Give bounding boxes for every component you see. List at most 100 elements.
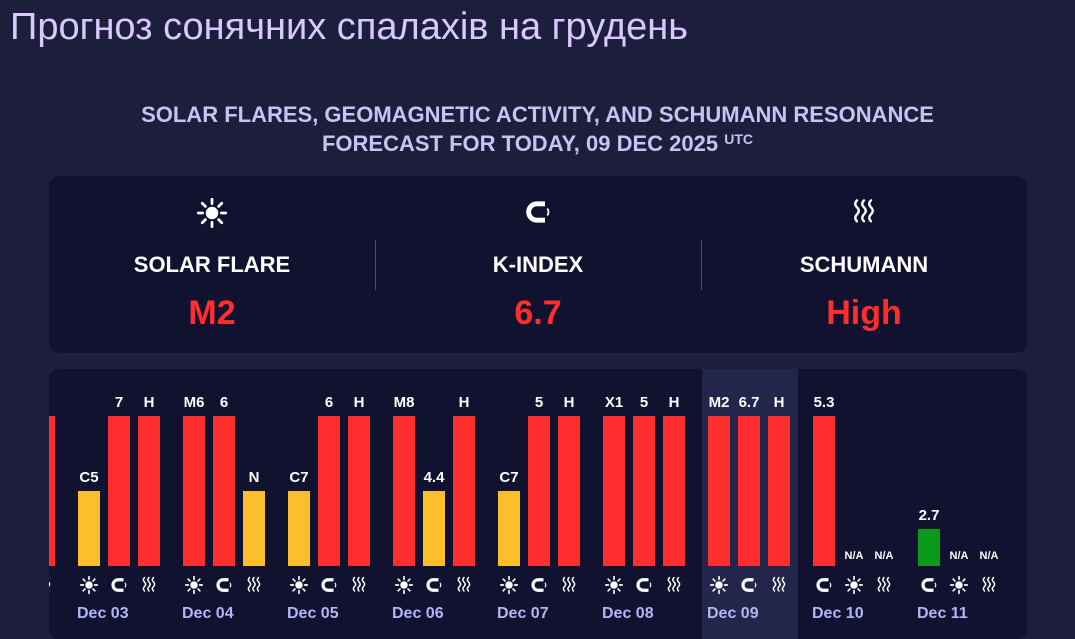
waves-icon bbox=[663, 576, 685, 594]
magnet-icon bbox=[375, 198, 701, 228]
forecast-bar-sun bbox=[393, 416, 415, 566]
waves-icon bbox=[768, 576, 790, 594]
date-label: Dec 08 bbox=[602, 605, 654, 622]
bar-value-label: 7 bbox=[114, 394, 124, 411]
forecast-bar-sun bbox=[78, 491, 100, 566]
summary-schumann: SCHUMANN High bbox=[701, 176, 1027, 353]
forecast-bar-waves bbox=[558, 416, 580, 566]
magnet-icon bbox=[918, 576, 940, 594]
summary-label: K-INDEX bbox=[492, 252, 584, 277]
forecast-subtitle: SOLAR FLARES, GEOMAGNETIC ACTIVITY, AND … bbox=[0, 100, 1075, 158]
bar-value-label: 6.7 bbox=[738, 394, 760, 411]
sun-icon bbox=[49, 198, 375, 228]
sun-icon bbox=[948, 576, 970, 594]
bar-value-label: H bbox=[49, 394, 64, 411]
forecast-bar-magnet bbox=[108, 416, 130, 566]
magnet-icon bbox=[318, 576, 340, 594]
subtitle-line-2: FORECAST FOR TODAY, 09 DEC 2025 UTC bbox=[0, 129, 1075, 158]
waves-icon bbox=[243, 576, 265, 594]
date-label: Dec 10 bbox=[812, 605, 864, 622]
date-label: Dec 05 bbox=[287, 605, 339, 622]
bar-value-label: H bbox=[668, 394, 680, 411]
forecast-bar-magnet bbox=[213, 416, 235, 566]
bar-value-label: M2 bbox=[708, 394, 730, 411]
sun-icon bbox=[498, 576, 520, 594]
sun-icon bbox=[708, 576, 730, 594]
magnet-icon bbox=[108, 576, 130, 594]
waves-icon bbox=[49, 576, 55, 594]
bar-value-label: 5 bbox=[639, 394, 649, 411]
subtitle-date: FORECAST FOR TODAY, 09 DEC 2025 bbox=[321, 131, 719, 156]
forecast-bar-chart: H C5 7 H Dec 03 M6 6 N Dec 04 C7 6 H Dec 05 M8 4.4 H Dec… bbox=[49, 369, 1027, 639]
sun-icon bbox=[288, 576, 310, 594]
bar-value-label: H bbox=[353, 394, 365, 411]
magnet-icon bbox=[633, 576, 655, 594]
bar-value-label: H bbox=[773, 394, 785, 411]
bar-value-label: N/A bbox=[874, 550, 894, 562]
bar-value-label: 5 bbox=[534, 394, 544, 411]
date-label: Dec 07 bbox=[497, 605, 549, 622]
summary-label: SCHUMANN bbox=[799, 252, 929, 277]
forecast-bar-sun bbox=[288, 491, 310, 566]
bar-value-label: H bbox=[563, 394, 575, 411]
magnet-icon bbox=[738, 576, 760, 594]
forecast-bar-magnet bbox=[318, 416, 340, 566]
bar-value-label: N/A bbox=[979, 550, 999, 562]
sun-icon bbox=[78, 576, 100, 594]
bar-value-label: C5 bbox=[79, 469, 99, 486]
forecast-bar-waves bbox=[663, 416, 685, 566]
summary-k-index: K-INDEX 6.7 bbox=[375, 176, 701, 353]
bar-value-label: C7 bbox=[289, 469, 309, 486]
bar-value-label: 4.4 bbox=[423, 469, 445, 486]
summary-value: 6.7 bbox=[514, 294, 562, 332]
magnet-icon bbox=[528, 576, 550, 594]
forecast-bar-sun bbox=[498, 491, 520, 566]
sun-icon bbox=[183, 576, 205, 594]
forecast-bar-magnet bbox=[738, 416, 760, 566]
summary-solar-flare: SOLAR FLARE M2 bbox=[49, 176, 375, 353]
sun-icon bbox=[843, 576, 865, 594]
date-label: Dec 04 bbox=[182, 605, 234, 622]
forecast-bar-waves bbox=[49, 416, 55, 566]
date-label: Dec 03 bbox=[77, 605, 129, 622]
waves-icon bbox=[873, 576, 895, 594]
bar-value-label: 6 bbox=[219, 394, 229, 411]
bar-value-label: C7 bbox=[499, 469, 519, 486]
bar-value-label: M6 bbox=[183, 394, 205, 411]
bar-value-label: M8 bbox=[393, 394, 415, 411]
forecast-bar-sun bbox=[183, 416, 205, 566]
summary-value: High bbox=[826, 294, 902, 332]
bar-value-label: H bbox=[143, 394, 155, 411]
subtitle-line-1: SOLAR FLARES, GEOMAGNETIC ACTIVITY, AND … bbox=[141, 102, 934, 127]
date-label: Dec 09 bbox=[707, 605, 759, 622]
forecast-bar-magnet bbox=[918, 528, 940, 566]
forecast-bar-waves bbox=[768, 416, 790, 566]
waves-icon bbox=[348, 576, 370, 594]
magnet-icon bbox=[813, 576, 835, 594]
forecast-bar-waves bbox=[138, 416, 160, 566]
waves-icon bbox=[978, 576, 1000, 594]
forecast-bar-waves bbox=[348, 416, 370, 566]
forecast-bar-magnet bbox=[633, 416, 655, 566]
forecast-bar-magnet bbox=[528, 416, 550, 566]
forecast-bar-sun bbox=[603, 416, 625, 566]
bar-value-label: N/A bbox=[949, 550, 969, 562]
forecast-bar-magnet bbox=[423, 491, 445, 566]
date-label: Dec 06 bbox=[392, 605, 444, 622]
waves-icon bbox=[138, 576, 160, 594]
bar-value-label: X1 bbox=[604, 394, 624, 411]
sun-icon bbox=[393, 576, 415, 594]
magnet-icon bbox=[213, 576, 235, 594]
waves-icon bbox=[558, 576, 580, 594]
bar-value-label: 5.3 bbox=[813, 394, 835, 411]
magnet-icon bbox=[423, 576, 445, 594]
sun-icon bbox=[603, 576, 625, 594]
forecast-bar-waves bbox=[243, 491, 265, 566]
page-title: Прогноз сонячних спалахів на грудень bbox=[10, 6, 689, 48]
waves-icon bbox=[701, 198, 1027, 228]
bar-value-label: N bbox=[248, 469, 260, 486]
forecast-bar-sun bbox=[708, 416, 730, 566]
summary-value: M2 bbox=[188, 294, 236, 332]
forecast-bar-magnet bbox=[813, 416, 835, 566]
waves-icon bbox=[453, 576, 475, 594]
